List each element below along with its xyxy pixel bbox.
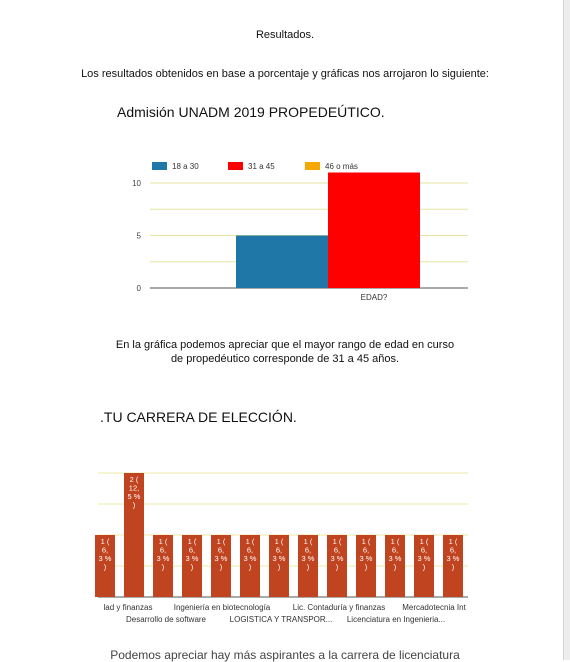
bar <box>153 535 173 597</box>
bar <box>124 473 144 597</box>
bar <box>240 535 260 597</box>
bottom-text: Podemos apreciar hay más aspirantes a la… <box>110 648 460 662</box>
bar-data-label: 1 (6, 3 %) <box>331 537 344 572</box>
legend-swatch <box>228 162 243 170</box>
bar <box>414 535 434 597</box>
legend-swatch <box>305 162 320 170</box>
bar <box>327 535 347 597</box>
bar <box>298 535 318 597</box>
y-tick-label: 5 <box>137 232 142 241</box>
bar-data-label: 1 (6, 3 %) <box>273 537 286 572</box>
legend-label: 46 o más <box>325 162 358 171</box>
x-category-label: EDAD? <box>361 293 388 302</box>
bar <box>269 535 289 597</box>
x-axis-label: lad y finanzas <box>104 603 153 612</box>
bar-data-label: 1 (6, 3 %) <box>186 537 199 572</box>
bar-data-label: 2 (12, 5 %) <box>128 475 141 510</box>
bar-data-label: 1 (6, 3 %) <box>389 537 402 572</box>
legend-label: 18 a 30 <box>172 162 199 171</box>
bar-data-label: 1 (6, 3 %) <box>447 537 460 572</box>
bar-18-a-30 <box>236 235 328 288</box>
bar <box>356 535 376 597</box>
chart-title-age: Admisión UNADM 2019 PROPEDEÚTICO. <box>117 104 385 120</box>
x-axis-label: Mercadotecnia Int <box>402 603 466 612</box>
x-axis-label: Ingeniería en biotecnología <box>174 603 271 612</box>
bar <box>95 535 115 597</box>
bar-data-label: 1 (6, 3 %) <box>302 537 315 572</box>
bar <box>211 535 231 597</box>
bar <box>443 535 463 597</box>
y-tick-label: 0 <box>137 284 142 293</box>
explanation-line-1: En la gráfica podemos apreciar que el ma… <box>115 339 455 351</box>
intro-text: Los resultados obtenidos en base a porce… <box>81 68 489 80</box>
explanation-text: En la gráfica podemos apreciar que el ma… <box>100 338 470 366</box>
bar <box>385 535 405 597</box>
bar-data-label: 1 (6, 3 %) <box>99 537 112 572</box>
x-axis-label: Lic. Contaduría y finanzas <box>293 603 386 612</box>
bar-data-label: 1 (6, 3 %) <box>157 537 170 572</box>
x-axis-label: Licenciatura en Ingenieria... <box>347 615 445 624</box>
explanation-line-2: de propedéutico corresponde de 31 a 45 a… <box>170 353 400 365</box>
legend-label: 31 a 45 <box>248 162 275 171</box>
page-edge <box>563 0 570 660</box>
bar <box>182 535 202 597</box>
bar-data-label: 1 (6, 3 %) <box>418 537 431 572</box>
x-axis-label: LOGISTICA Y TRANSPOR... <box>230 615 333 624</box>
bar-31-a-45 <box>328 172 420 288</box>
bar-data-label: 1 (6, 3 %) <box>360 537 373 572</box>
x-axis-label: Desarrollo de software <box>126 615 207 624</box>
bar-data-label: 1 (6, 3 %) <box>244 537 257 572</box>
bar-data-label: 1 (6, 3 %) <box>215 537 228 572</box>
y-tick-label: 10 <box>132 179 141 188</box>
results-heading: Resultados. <box>255 29 315 41</box>
chart-title-career: .TU CARRERA DE ELECCIÓN. <box>100 409 297 425</box>
legend-swatch <box>152 162 167 170</box>
